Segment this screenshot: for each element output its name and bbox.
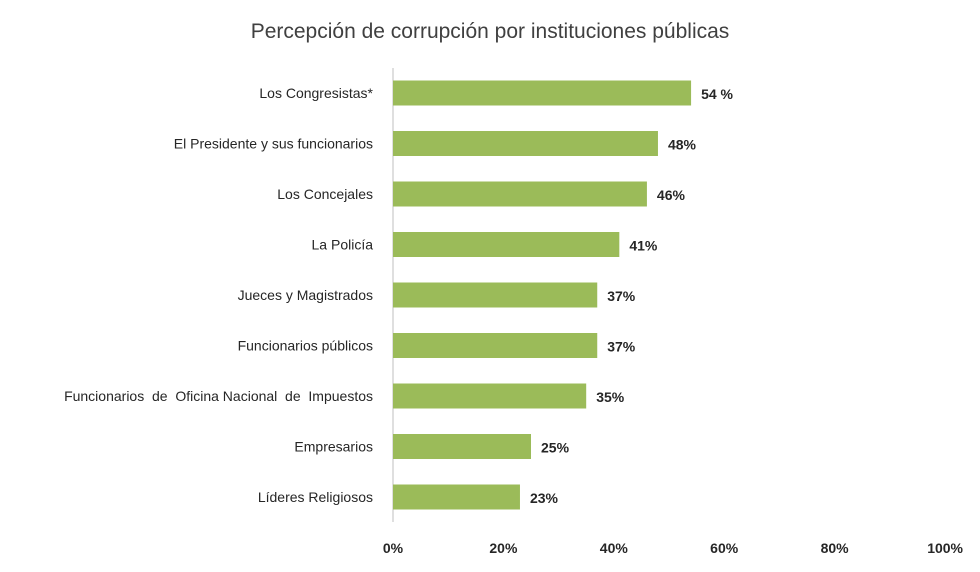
- data-label: 41%: [629, 238, 658, 254]
- data-label: 35%: [596, 389, 625, 405]
- x-tick-label: 100%: [927, 540, 963, 556]
- category-labels: Los Congresistas* El Presidente y sus fun…: [64, 85, 373, 505]
- x-tick-label: 20%: [489, 540, 518, 556]
- category-label: El Presidente y sus funcionarios: [174, 136, 373, 152]
- data-label: 23%: [530, 490, 559, 506]
- category-label: Jueces y Magistrados: [238, 287, 373, 303]
- bar: [393, 131, 658, 156]
- category-label: Los Congresistas*: [259, 85, 373, 101]
- category-label: Funcionarios públicos: [238, 338, 373, 354]
- x-axis-ticks: 0% 20% 40% 60% 80% 100%: [383, 540, 964, 556]
- category-label: Funcionarios de Oficina Nacional de Impu…: [64, 388, 373, 404]
- bar: [393, 333, 598, 358]
- x-tick-label: 0%: [383, 540, 404, 556]
- bar: [393, 181, 647, 207]
- bar: [393, 383, 587, 409]
- bar: [393, 232, 620, 257]
- x-tick-label: 80%: [821, 540, 850, 556]
- bar: [393, 484, 520, 510]
- data-label: 37%: [607, 288, 636, 304]
- data-label: 25%: [541, 440, 570, 456]
- data-label: 46%: [657, 187, 686, 203]
- value-labels: 54 % 48% 46% 41% 37% 37% 35% 25% 23%: [530, 86, 734, 506]
- category-label: Líderes Religiosos: [258, 489, 373, 505]
- data-label: 54 %: [701, 86, 733, 102]
- category-label: La Policía: [312, 237, 374, 253]
- bars-layer: [393, 80, 692, 510]
- bar: [393, 80, 692, 106]
- category-label: Empresarios: [294, 439, 373, 455]
- category-label: Los Concejales: [277, 186, 373, 202]
- x-tick-label: 60%: [710, 540, 739, 556]
- data-label: 37%: [607, 339, 636, 355]
- data-label: 48%: [668, 137, 697, 153]
- x-tick-label: 40%: [600, 540, 629, 556]
- bar: [393, 434, 531, 459]
- chart-title: Percepción de corrupción por institucion…: [251, 20, 730, 43]
- bar: [393, 282, 598, 308]
